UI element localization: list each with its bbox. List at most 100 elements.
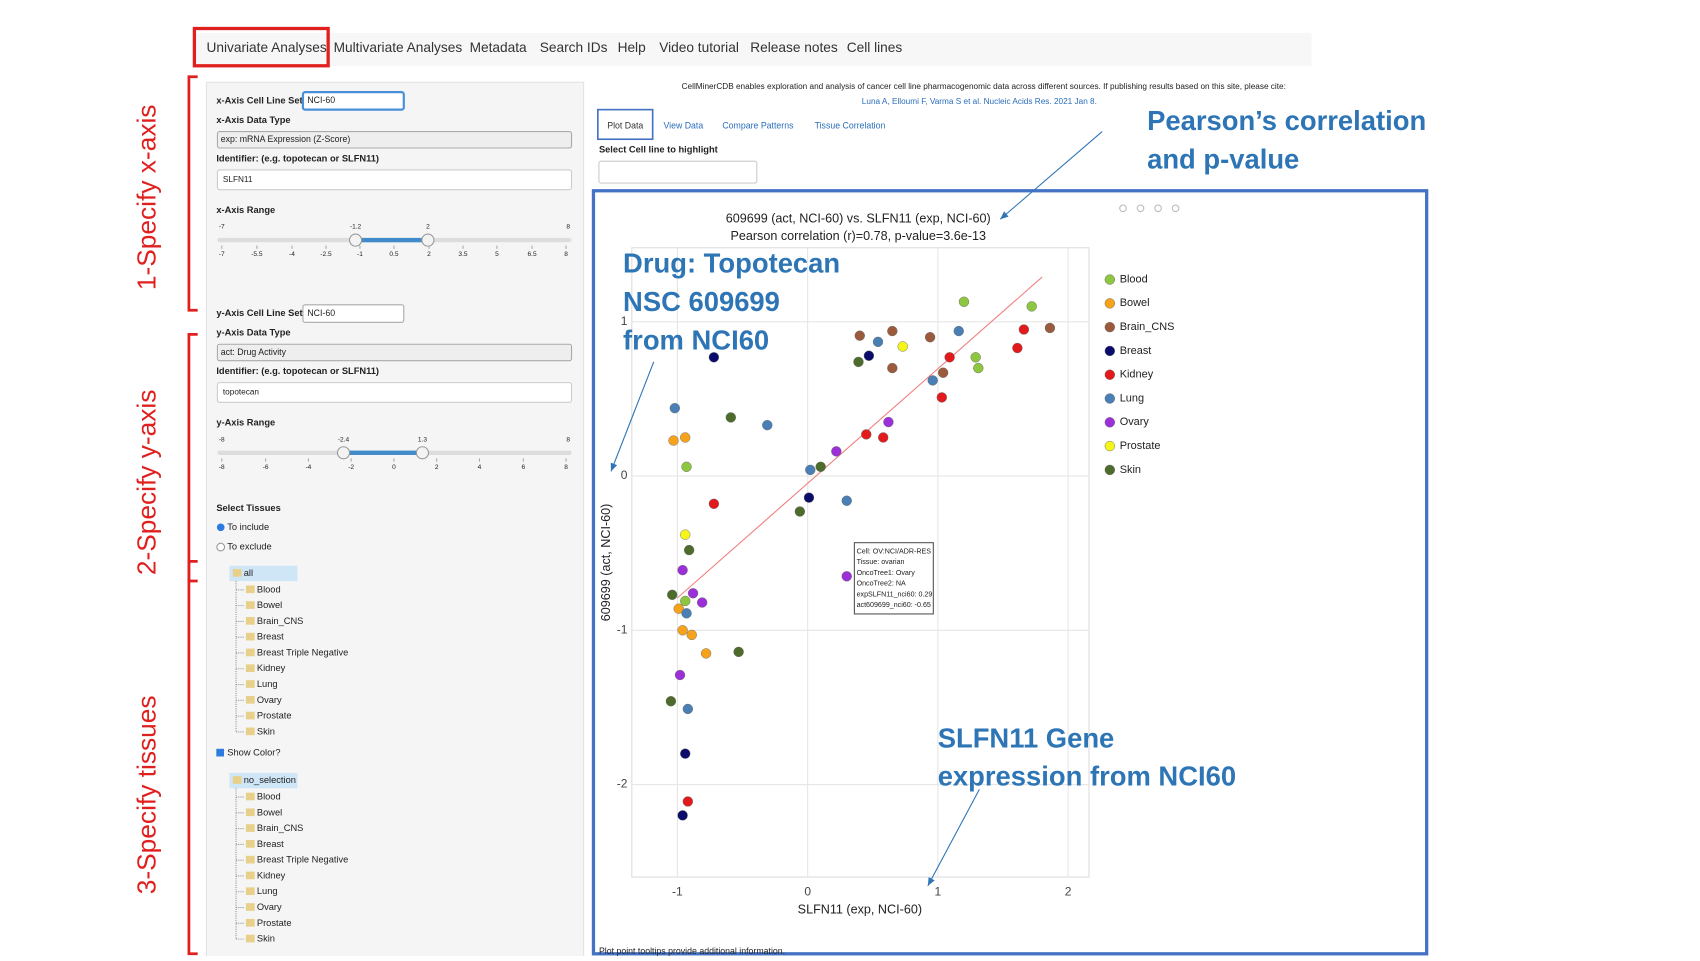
data-point[interactable]	[1026, 301, 1037, 312]
data-point[interactable]	[805, 464, 816, 476]
data-point[interactable]	[1018, 324, 1030, 335]
data-point[interactable]	[953, 325, 964, 337]
data-point[interactable]	[680, 432, 691, 443]
tree-item[interactable]: Lung	[257, 886, 278, 896]
tree-item[interactable]: Kidney	[257, 663, 286, 673]
plot-tab[interactable]: Tissue Correlation	[815, 120, 886, 130]
tree-item[interactable]: Ovary	[257, 902, 282, 912]
data-point[interactable]	[681, 608, 692, 619]
data-point[interactable]	[878, 432, 889, 443]
data-point[interactable]	[853, 356, 864, 368]
data-point[interactable]	[1012, 342, 1023, 354]
tree-item[interactable]: Lung	[257, 679, 278, 689]
radio-checked[interactable]	[216, 523, 225, 532]
data-point[interactable]	[936, 392, 947, 403]
modebar-icon[interactable]	[1154, 204, 1162, 213]
data-point[interactable]	[687, 588, 699, 599]
nav-tab[interactable]: Cell lines	[847, 40, 903, 55]
tree-item[interactable]: Bowel	[257, 807, 282, 817]
checkbox[interactable]	[216, 748, 224, 757]
data-point[interactable]	[803, 492, 815, 503]
data-point[interactable]	[683, 544, 695, 556]
tree-item[interactable]: Brain_CNS	[257, 823, 304, 833]
data-point[interactable]	[1044, 322, 1056, 334]
data-point[interactable]	[831, 446, 842, 457]
data-point[interactable]	[944, 352, 955, 363]
tree-item[interactable]: Skin	[257, 934, 275, 944]
tree-item[interactable]: Brain_CNS	[257, 616, 304, 626]
slider-handle[interactable]	[348, 233, 363, 247]
slider-handle[interactable]	[421, 233, 435, 247]
data-point[interactable]	[841, 495, 852, 506]
select-box[interactable]	[301, 90, 405, 111]
tree-item[interactable]: Skin	[257, 726, 275, 736]
select-box[interactable]	[216, 343, 573, 362]
data-point[interactable]	[725, 412, 736, 423]
data-point[interactable]	[927, 375, 938, 386]
slider-handle[interactable]	[415, 446, 430, 460]
text-input[interactable]	[216, 169, 573, 191]
data-point[interactable]	[815, 461, 826, 472]
data-point[interactable]	[872, 336, 884, 348]
select-box[interactable]	[302, 304, 405, 323]
modebar-icon[interactable]	[1119, 204, 1127, 213]
data-point[interactable]	[958, 296, 970, 307]
data-point[interactable]	[681, 461, 692, 472]
data-point[interactable]	[887, 325, 898, 337]
data-point[interactable]	[680, 595, 691, 607]
radio[interactable]	[216, 542, 226, 552]
data-point[interactable]	[667, 589, 678, 600]
data-point[interactable]	[883, 416, 894, 428]
tree-item[interactable]: Breast	[257, 839, 284, 849]
data-point[interactable]	[665, 696, 677, 707]
data-point[interactable]	[708, 352, 720, 363]
nav-tab[interactable]: Univariate Analyses	[206, 40, 326, 55]
data-point[interactable]	[697, 597, 708, 608]
tree-root[interactable]: all	[244, 568, 253, 578]
tree-item[interactable]: Blood	[257, 584, 281, 594]
data-point[interactable]	[708, 498, 720, 509]
data-point[interactable]	[669, 403, 680, 414]
data-point[interactable]	[668, 435, 679, 446]
tree-item[interactable]: Prostate	[257, 711, 292, 721]
tree-root[interactable]: no_selection	[244, 775, 296, 785]
data-point[interactable]	[762, 419, 773, 431]
tree-item[interactable]: Prostate	[257, 918, 292, 928]
data-point[interactable]	[937, 367, 949, 378]
tree-item[interactable]: Breast Triple Negative	[257, 647, 348, 657]
data-point[interactable]	[677, 564, 688, 576]
nav-tab[interactable]: Search IDs	[540, 40, 608, 55]
data-point[interactable]	[897, 341, 908, 352]
plot-tab[interactable]: Compare Patterns	[722, 120, 794, 130]
data-point[interactable]	[794, 506, 806, 517]
data-point[interactable]	[854, 330, 865, 341]
citation-link[interactable]: Luna A, Elloumi F, Varma S et al. Nuclei…	[862, 97, 1097, 106]
data-point[interactable]	[674, 669, 686, 681]
tree-item[interactable]: Blood	[257, 791, 281, 801]
nav-tab[interactable]: Multivariate Analyses	[334, 40, 463, 55]
tree-item[interactable]: Kidney	[257, 870, 286, 880]
data-point[interactable]	[700, 648, 712, 659]
data-point[interactable]	[924, 332, 936, 343]
modebar-icon[interactable]	[1171, 204, 1180, 213]
data-point[interactable]	[680, 529, 691, 540]
tree-item[interactable]: Bowel	[257, 600, 282, 610]
data-point[interactable]	[677, 625, 688, 636]
plot-tab[interactable]: View Data	[663, 120, 703, 130]
data-point[interactable]	[841, 571, 852, 582]
data-point[interactable]	[677, 810, 688, 821]
data-point[interactable]	[682, 703, 693, 715]
data-point[interactable]	[680, 748, 691, 759]
nav-tab[interactable]: Metadata	[470, 40, 527, 55]
data-point[interactable]	[686, 629, 697, 641]
data-point[interactable]	[673, 603, 684, 614]
nav-tab[interactable]: Video tutorial	[659, 40, 739, 55]
slider-handle[interactable]	[336, 446, 351, 460]
select-box[interactable]	[216, 131, 573, 149]
data-point[interactable]	[861, 429, 872, 440]
data-point[interactable]	[970, 352, 981, 363]
nav-tab[interactable]: Help	[618, 40, 647, 55]
data-point[interactable]	[733, 646, 744, 658]
data-point[interactable]	[682, 796, 693, 807]
tree-item[interactable]: Breast	[257, 632, 284, 642]
